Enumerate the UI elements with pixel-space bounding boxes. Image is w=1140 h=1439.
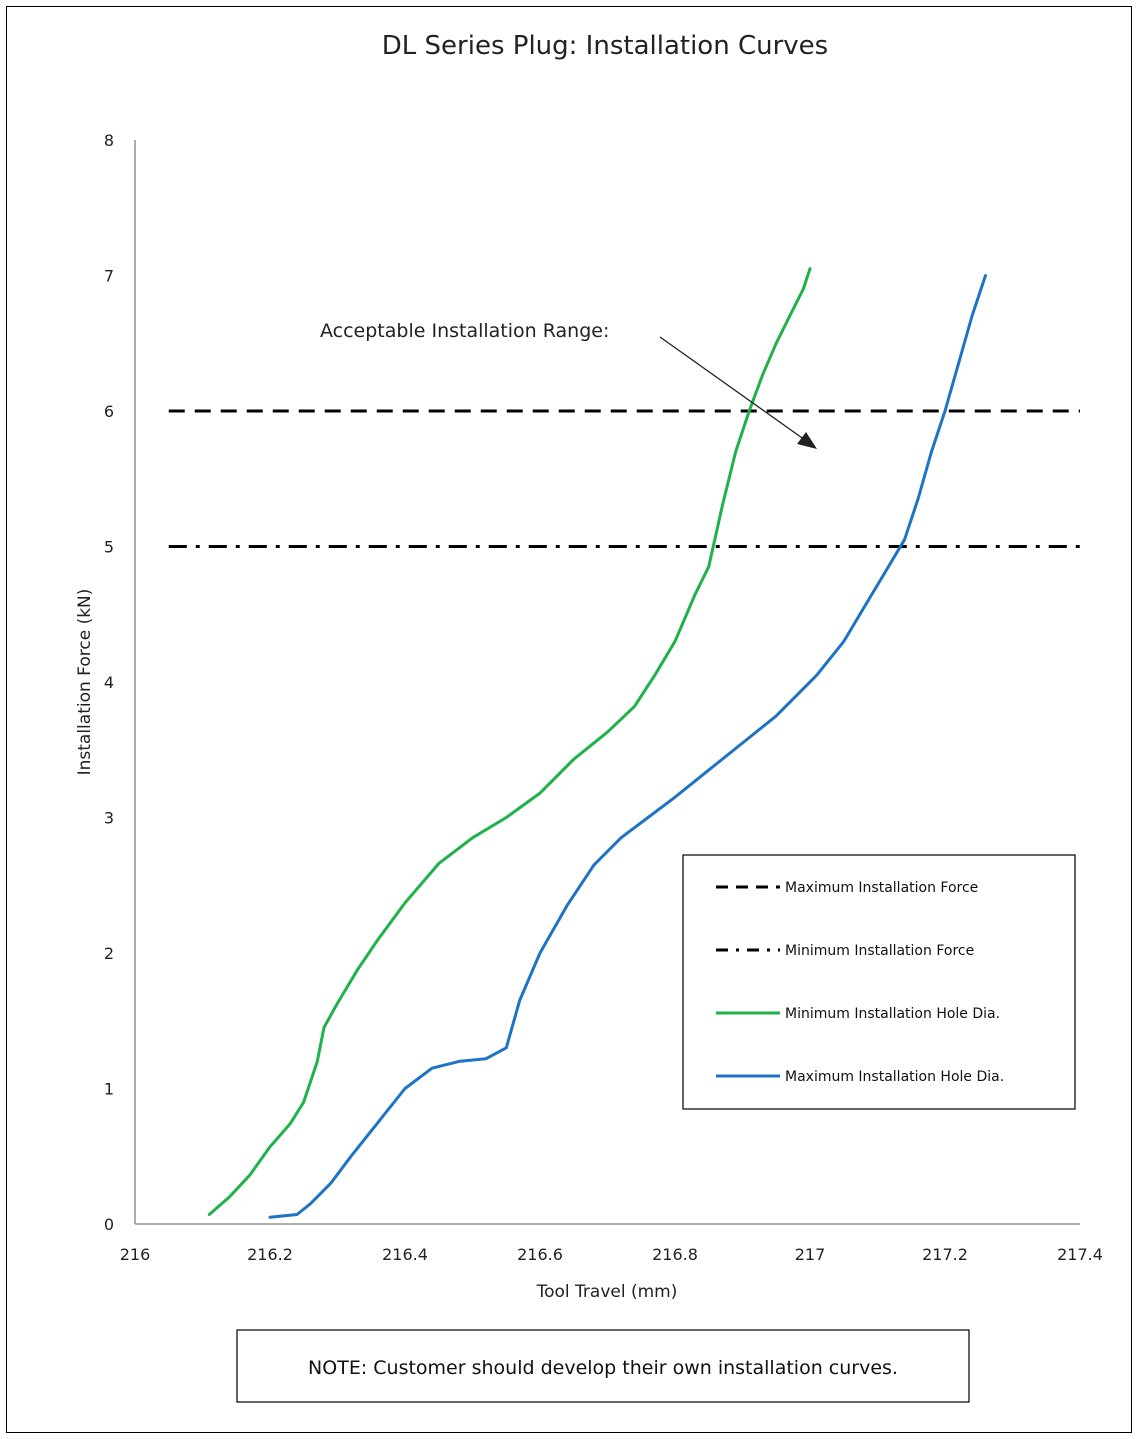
x-tick-label: 216.4 <box>382 1245 428 1264</box>
reference-lines <box>168 409 1080 548</box>
y-tick-label: 7 <box>104 267 114 286</box>
y-tick-label: 8 <box>104 131 114 150</box>
x-tick-label: 216.6 <box>517 1245 563 1264</box>
legend-item-min-hole: Minimum Installation Hole Dia. <box>716 1006 1000 1022</box>
x-tick-label: 217.4 <box>1057 1245 1103 1264</box>
x-tick-label: 216 <box>120 1245 151 1264</box>
y-tick-label: 5 <box>104 538 114 557</box>
x-tick-label: 216.8 <box>652 1245 698 1264</box>
legend-item-min-force: Minimum Installation Force <box>716 943 974 959</box>
annotation-arrow <box>659 336 817 449</box>
y-tick-labels: 0 1 2 3 4 5 6 7 8 <box>104 131 114 1234</box>
legend-label: Minimum Installation Force <box>785 943 974 959</box>
y-tick-label: 1 <box>104 1080 114 1099</box>
annotation-text: Acceptable Installation Range: <box>320 320 609 342</box>
legend-item-max-hole: Maximum Installation Hole Dia. <box>716 1069 1004 1085</box>
series-line-max-hole <box>268 274 987 1219</box>
x-tick-labels: 216 216.2 216.4 216.6 216.8 217 217.2 217.4 <box>120 1245 1103 1264</box>
x-tick-label: 217 <box>795 1245 826 1264</box>
y-tick-label: 4 <box>104 673 114 692</box>
y-axis-title: Installation Force (kN) <box>75 589 95 776</box>
legend: Maximum Installation Force Minimum Instal… <box>682 854 1076 1110</box>
y-tick-label: 2 <box>104 944 114 963</box>
x-tick-label: 217.2 <box>922 1245 968 1264</box>
y-tick-label: 3 <box>104 809 114 828</box>
y-tick-label: 0 <box>104 1215 114 1234</box>
axes <box>134 140 1080 1225</box>
chart-title: DL Series Plug: Installation Curves <box>382 31 828 61</box>
chart-frame <box>6 6 1132 1433</box>
legend-box <box>682 854 1076 1110</box>
x-axis-title: Tool Travel (mm) <box>536 1282 678 1302</box>
legend-label: Maximum Installation Hole Dia. <box>785 1069 1004 1085</box>
note-box: NOTE: Customer should develop their own … <box>236 1329 970 1403</box>
legend-item-max-force: Maximum Installation Force <box>716 880 978 896</box>
series-line-min-hole <box>207 267 812 1216</box>
legend-label: Maximum Installation Force <box>785 880 978 896</box>
y-tick-label: 6 <box>104 402 114 421</box>
x-tick-label: 216.2 <box>247 1245 293 1264</box>
note-text: NOTE: Customer should develop their own … <box>308 1357 898 1379</box>
legend-label: Minimum Installation Hole Dia. <box>785 1006 1000 1022</box>
series-group <box>207 267 987 1219</box>
